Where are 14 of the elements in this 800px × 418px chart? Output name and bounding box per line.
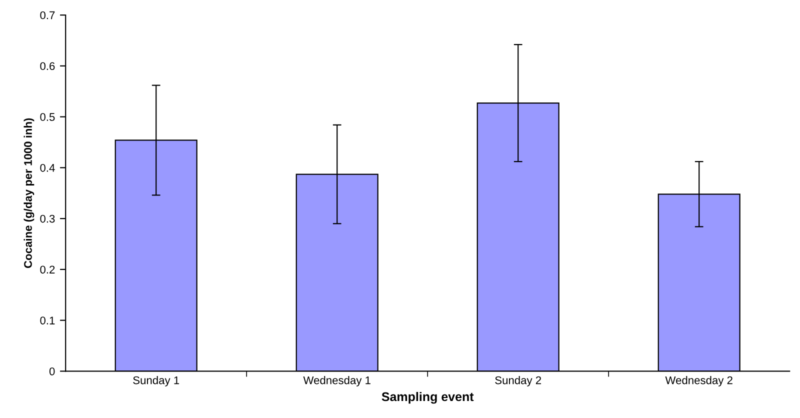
y-tick-label: 0.2 (40, 266, 55, 274)
x-tick-label: Wednesday 2 (665, 376, 732, 386)
y-tick-label: 0.5 (40, 113, 55, 121)
y-tick-label: 0.6 (40, 62, 55, 70)
x-tick-label: Wednesday 1 (303, 376, 370, 386)
x-axis-title: Sampling event (382, 392, 474, 404)
y-axis-title: Cocaine (g/day per 1000 inh) (24, 118, 34, 268)
y-tick-label: 0.7 (40, 11, 55, 20)
x-tick-label: Sunday 2 (495, 376, 542, 386)
y-tick-label: 0.4 (40, 164, 55, 172)
y-tick-label: 0 (49, 367, 55, 376)
y-tick-label: 0.3 (40, 214, 55, 223)
x-tick-label: Sunday 1 (133, 376, 180, 386)
y-tick-label: 0.1 (40, 316, 55, 324)
